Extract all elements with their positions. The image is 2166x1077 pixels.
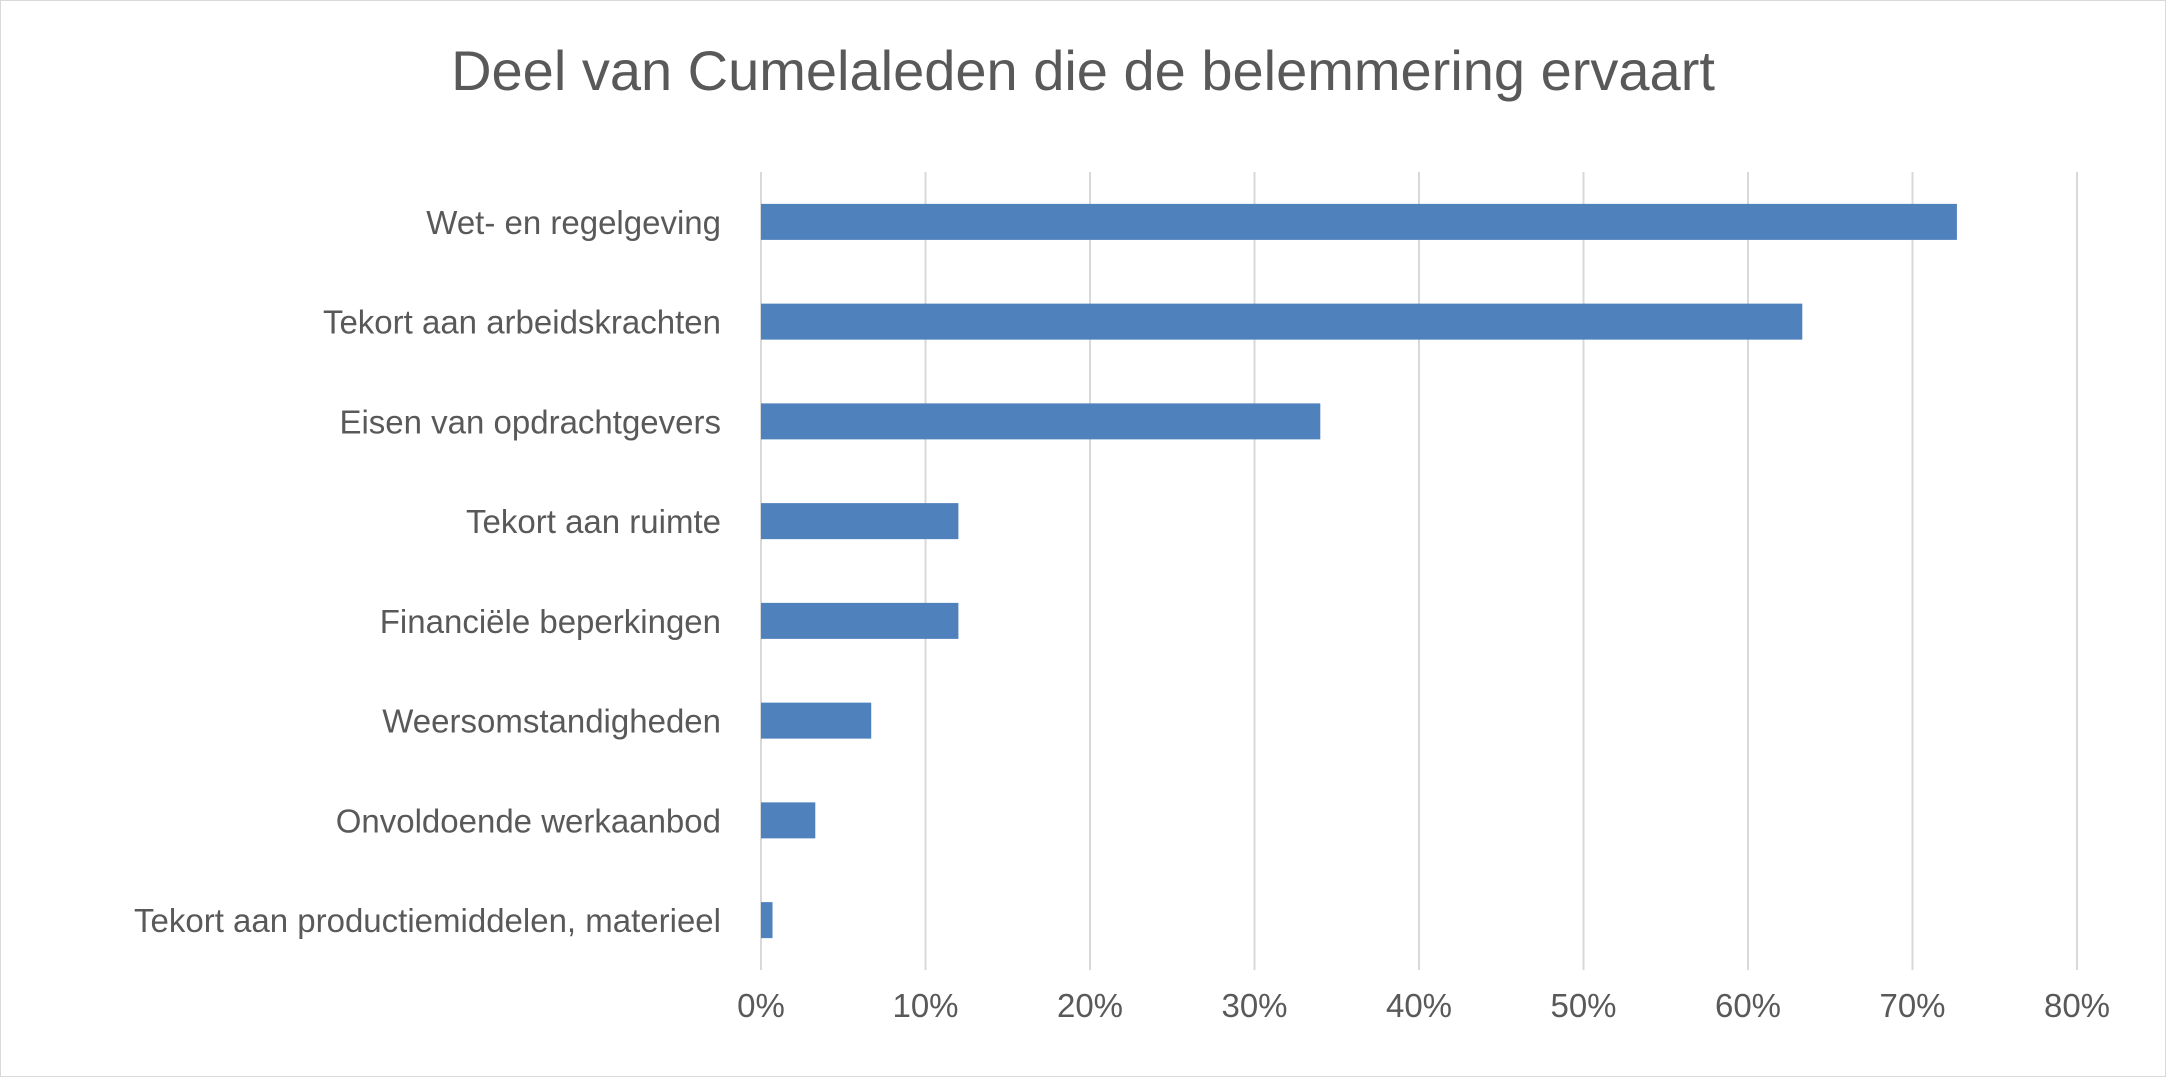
chart-title: Deel van Cumelaleden die de belemmering …	[451, 39, 1715, 102]
category-label: Eisen van opdrachtgevers	[339, 403, 721, 440]
x-tick-label: 80%	[2044, 987, 2110, 1024]
x-tick-label: 20%	[1057, 987, 1123, 1024]
x-tick-label: 40%	[1386, 987, 1452, 1024]
category-label: Onvoldoende werkaanbod	[336, 802, 721, 839]
x-tick-label: 0%	[737, 987, 785, 1024]
x-tick-label: 30%	[1221, 987, 1287, 1024]
bar	[761, 203, 1957, 240]
bar	[761, 602, 959, 639]
bar	[761, 303, 1803, 340]
bars	[761, 203, 1957, 939]
category-label: Tekort aan ruimte	[466, 503, 721, 540]
category-label: Tekort aan arbeidskrachten	[323, 304, 721, 341]
x-tick-label: 70%	[1879, 987, 1945, 1024]
category-label: Tekort aan productiemiddelen, materieel	[134, 902, 721, 939]
bar	[761, 503, 959, 540]
bar	[761, 702, 872, 739]
x-tick-label: 50%	[1550, 987, 1616, 1024]
bar	[761, 802, 816, 839]
x-tick-labels: 0% 10% 20% 30% 40% 50% 60% 70% 80%	[737, 987, 2110, 1024]
bar	[761, 403, 1321, 440]
category-label: Weersomstandigheden	[382, 703, 721, 740]
gridlines	[760, 172, 2078, 970]
category-label: Financiële beperkingen	[380, 603, 721, 640]
x-tick-label: 10%	[892, 987, 958, 1024]
x-tick-label: 60%	[1715, 987, 1781, 1024]
bar	[761, 902, 773, 939]
category-label: Wet- en regelgeving	[426, 204, 721, 241]
category-labels: Wet- en regelgeving Tekort aan arbeidskra…	[134, 204, 721, 939]
